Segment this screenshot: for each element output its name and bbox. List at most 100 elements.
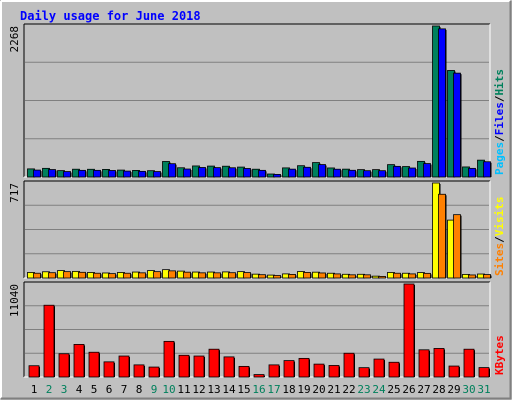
x-tick-label-day-26: 26 <box>402 383 415 396</box>
x-tick-label-day-7: 7 <box>121 383 128 396</box>
x-tick-label-day-19: 19 <box>297 383 310 396</box>
pages-files-hits-bar-files-day-29 <box>453 72 461 178</box>
x-tick-label-day-1: 1 <box>31 383 38 396</box>
pages-files-hits-bar-files-day-19 <box>303 166 311 178</box>
sites-visits-bar-sites-day-22 <box>348 274 356 279</box>
sites-visits-bar-sites-day-3 <box>63 271 71 279</box>
sites-visits-bar-sites-day-27 <box>423 272 431 279</box>
kbytes-bar-kbytes-day-22 <box>343 352 355 378</box>
kbytes-right-label: KBytes <box>493 335 506 375</box>
kbytes-bar-kbytes-day-1 <box>28 365 40 378</box>
sites-visits-bar-sites-day-17 <box>273 275 281 279</box>
x-tick-label-day-25: 25 <box>387 383 400 396</box>
pages-files-hits-bar-files-day-31 <box>483 161 491 178</box>
x-tick-label-day-13: 13 <box>207 383 220 396</box>
x-tick-label-day-11: 11 <box>177 383 190 396</box>
pages-files-hits-bar-files-day-1 <box>33 169 41 178</box>
kbytes-bar-kbytes-day-21 <box>328 365 340 378</box>
x-tick-label-day-17: 17 <box>267 383 280 396</box>
sites-visits-bar-sites-day-6 <box>108 273 116 279</box>
kbytes-bar-kbytes-day-8 <box>133 364 145 378</box>
pages-files-hits-bar-files-day-17 <box>273 174 281 178</box>
pages-files-hits-bar-files-day-5 <box>93 169 101 178</box>
sites-visits-bar-sites-day-21 <box>333 273 341 279</box>
pages-files-hits-bar-files-day-15 <box>243 168 251 178</box>
x-tick-label-day-2: 2 <box>46 383 53 396</box>
kbytes-bar-kbytes-day-19 <box>298 357 310 378</box>
sites-visits-bar-sites-day-10 <box>168 270 176 279</box>
sites-visits-bar-sites-day-24 <box>378 276 386 279</box>
pages-files-hits-right-label-separator: / <box>493 95 506 102</box>
pages-files-hits-bar-files-day-23 <box>363 170 371 178</box>
pages-files-hits-bar-files-day-2 <box>48 169 56 178</box>
sites-visits-bar-sites-day-14 <box>228 272 236 279</box>
sites-visits-bar-sites-day-19 <box>303 272 311 279</box>
kbytes-bar-kbytes-day-20 <box>313 363 325 378</box>
pages-files-hits-bar-files-day-13 <box>213 167 221 178</box>
sites-visits-right-label: Sites/Visits <box>493 197 506 277</box>
sites-visits-bar-sites-day-8 <box>138 272 146 279</box>
kbytes-bar-kbytes-day-16 <box>253 374 265 378</box>
pages-files-hits-right-label: Pages/Files/Hits <box>493 69 506 175</box>
x-tick-label-day-14: 14 <box>222 383 236 396</box>
sites-visits-bar-sites-day-1 <box>33 272 41 279</box>
kbytes-bar-kbytes-day-2 <box>43 304 55 378</box>
x-tick-label-day-23: 23 <box>357 383 370 396</box>
sites-visits-bar-sites-day-30 <box>468 274 476 279</box>
sites-visits-bar-sites-day-7 <box>123 272 131 279</box>
sites-visits-right-label-visits: Visits <box>493 197 506 237</box>
sites-visits-bar-sites-day-31 <box>483 274 491 279</box>
x-tick-label-day-8: 8 <box>136 383 143 396</box>
kbytes-bar-kbytes-day-6 <box>103 361 115 378</box>
sites-visits-bar-sites-day-25 <box>393 272 401 279</box>
kbytes-bar-kbytes-day-30 <box>463 348 475 378</box>
x-tick-label-day-10: 10 <box>162 383 175 396</box>
sites-visits-bar-sites-day-26 <box>408 273 416 279</box>
x-tick-label-day-31: 31 <box>477 383 490 396</box>
pages-files-hits-bar-files-day-21 <box>333 168 341 178</box>
sites-visits-bar-sites-day-16 <box>258 274 266 279</box>
pages-files-hits-bar-files-day-25 <box>393 165 401 178</box>
kbytes-bar-kbytes-day-10 <box>163 340 175 378</box>
sites-visits-bar-sites-day-28 <box>438 193 446 279</box>
pages-files-hits-bar-files-day-12 <box>198 167 206 178</box>
kbytes-bar-kbytes-day-25 <box>388 361 400 378</box>
sites-visits-right-label-sites: Sites <box>493 243 506 276</box>
sites-visits-bar-sites-day-23 <box>363 274 371 279</box>
x-tick-label-day-22: 22 <box>342 383 355 396</box>
kbytes-bar-kbytes-day-15 <box>238 365 250 378</box>
x-tick-label-day-5: 5 <box>91 383 98 396</box>
x-tick-label-day-20: 20 <box>312 383 325 396</box>
sites-visits-bar-sites-day-29 <box>453 214 461 279</box>
sites-visits-bar-sites-day-5 <box>93 272 101 279</box>
kbytes-bar-kbytes-day-31 <box>478 367 490 378</box>
x-tick-label-day-30: 30 <box>462 383 475 396</box>
pages-files-hits-bar-files-day-20 <box>318 164 326 178</box>
x-tick-label-day-18: 18 <box>282 383 295 396</box>
x-tick-label-day-27: 27 <box>417 383 430 396</box>
pages-files-hits-ymax-label: 2268 <box>8 26 21 53</box>
kbytes-bar-kbytes-day-5 <box>88 351 100 378</box>
kbytes-ymax-label: 11040 <box>8 284 21 317</box>
sites-visits-bar-sites-day-20 <box>318 272 326 279</box>
x-tick-label-day-6: 6 <box>106 383 113 396</box>
pages-files-hits-bar-files-day-3 <box>63 171 71 178</box>
pages-files-hits-bar-files-day-26 <box>408 167 416 178</box>
pages-files-hits-bar-files-day-16 <box>258 169 266 178</box>
x-tick-label-day-29: 29 <box>447 383 460 396</box>
sites-visits-ymax-label: 717 <box>8 183 21 203</box>
kbytes-bar-kbytes-day-27 <box>418 349 430 378</box>
kbytes-bar-kbytes-day-3 <box>58 353 70 378</box>
sites-visits-bar-sites-day-2 <box>48 272 56 279</box>
kbytes-bar-kbytes-day-28 <box>433 348 445 378</box>
x-tick-label-day-28: 28 <box>432 383 445 396</box>
pages-files-hits-bar-files-day-18 <box>288 168 296 178</box>
x-tick-label-day-15: 15 <box>237 383 250 396</box>
pages-files-hits-bar-files-day-22 <box>348 169 356 178</box>
sites-visits-bar-sites-day-13 <box>213 272 221 279</box>
x-tick-label-day-3: 3 <box>61 383 68 396</box>
kbytes-bar-kbytes-day-4 <box>73 343 85 378</box>
pages-files-hits-right-label-pages: Pages <box>493 142 506 175</box>
pages-files-hits-right-label-separator: / <box>493 135 506 142</box>
kbytes-bar-kbytes-day-13 <box>208 348 220 378</box>
